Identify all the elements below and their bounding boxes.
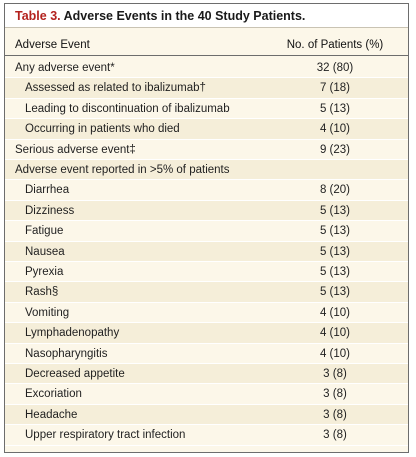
table-row: Rash§ 5 (13) (5, 282, 408, 303)
row-separator (5, 444, 408, 446)
row-value: 5 (13) (319, 266, 351, 278)
row-value: 8 (20) (319, 184, 351, 197)
row-value: 32 (80) (316, 62, 354, 74)
table-row: Headache 3 (8) (5, 404, 408, 426)
row-separator (5, 240, 408, 242)
table-number: Table 3. (15, 9, 61, 23)
table-row: Vomiting 4 (10) (5, 303, 408, 324)
row-label: Nausea (25, 245, 65, 258)
row-label: Headache (25, 408, 78, 421)
table-row: Any adverse event* 32 (80) (5, 58, 408, 79)
row-separator (5, 424, 408, 426)
row-label: Leading to discontinuation of ibalizumab (25, 102, 230, 115)
row-separator (5, 158, 408, 160)
row-label: Occurring in patients who died (25, 123, 180, 136)
row-separator (5, 403, 408, 405)
table-row: Nausea 5 (13) (5, 241, 408, 262)
row-value: 4 (10) (319, 347, 351, 360)
row-value: 5 (13) (319, 245, 351, 258)
table-row: Nasopharyngitis 4 (10) (5, 344, 408, 364)
table-title-text: Adverse Events in the 40 Study Patients. (63, 9, 306, 23)
column-header-event: Adverse Event (15, 39, 90, 51)
row-separator (5, 281, 408, 283)
table-row: Assessed as related to ibalizumab† 7 (18) (5, 78, 408, 99)
row-separator (5, 118, 408, 120)
row-label: Fatigue (25, 225, 64, 238)
row-value: 5 (13) (319, 204, 351, 217)
table-row: Lymphadenopathy 4 (10) (5, 323, 408, 344)
row-value: 5 (13) (319, 225, 351, 238)
row-label: Lymphadenopathy (25, 327, 120, 340)
row-label: Adverse event reported in >5% of patient… (15, 164, 230, 176)
row-separator (5, 199, 408, 201)
table-row: Upper respiratory tract infection 3 (8) (5, 425, 408, 446)
row-label: Any adverse event* (15, 62, 115, 74)
row-label: Diarrhea (25, 184, 70, 197)
table-row: Adverse event reported in >5% of patient… (5, 160, 408, 181)
table-row: Serious adverse event‡ 9 (23) (5, 140, 408, 160)
row-separator (5, 362, 408, 364)
row-value: 3 (8) (323, 429, 347, 442)
table-row: Dizziness 5 (13) (5, 200, 408, 222)
row-separator (5, 179, 408, 181)
row-separator (5, 138, 408, 140)
row-label: Pyrexia (25, 266, 64, 278)
row-label: Serious adverse event‡ (15, 143, 136, 156)
row-label: Dizziness (25, 204, 75, 217)
row-label: Vomiting (25, 306, 70, 319)
row-separator (5, 220, 408, 222)
table-row: Diarrhea 8 (20) (5, 180, 408, 201)
table-row: Occurring in patients who died 4 (10) (5, 119, 408, 140)
row-value: 3 (8) (323, 388, 347, 401)
row-separator (5, 97, 408, 99)
row-separator (5, 383, 408, 385)
row-separator (5, 77, 408, 79)
table-row: Decreased appetite 3 (8) (5, 364, 408, 385)
row-value: 9 (23) (319, 143, 351, 156)
row-label: Decreased appetite (25, 368, 125, 380)
row-value: 3 (8) (323, 408, 347, 421)
row-label: Assessed as related to ibalizumab† (25, 82, 206, 95)
row-value: 3 (8) (323, 368, 347, 380)
row-separator (5, 342, 408, 344)
row-value: 4 (10) (319, 306, 351, 319)
row-label: Rash§ (25, 286, 59, 299)
table-row: Excoriation 3 (8) (5, 384, 408, 405)
table-title: Table 3. Adverse Events in the 40 Study … (5, 4, 408, 28)
table-row: Pyrexia 5 (13) (5, 262, 408, 283)
row-value: 7 (18) (319, 82, 351, 95)
row-separator (5, 322, 408, 324)
row-separator (5, 301, 408, 303)
table-row: Leading to discontinuation of ibalizumab… (5, 99, 408, 120)
row-value: 5 (13) (319, 286, 351, 299)
table-row: Fatigue 5 (13) (5, 221, 408, 242)
row-label: Nasopharyngitis (25, 347, 108, 360)
table-frame: Table 3. Adverse Events in the 40 Study … (4, 3, 409, 453)
row-label: Excoriation (25, 388, 82, 401)
table-header: Adverse Event No. of Patients (%) (5, 34, 408, 56)
row-value: 4 (10) (319, 123, 351, 136)
column-header-patients: No. of Patients (%) (286, 39, 384, 51)
row-value: 5 (13) (319, 102, 351, 115)
row-separator (5, 260, 408, 262)
row-value: 4 (10) (319, 327, 351, 340)
row-label: Upper respiratory tract infection (25, 429, 186, 442)
